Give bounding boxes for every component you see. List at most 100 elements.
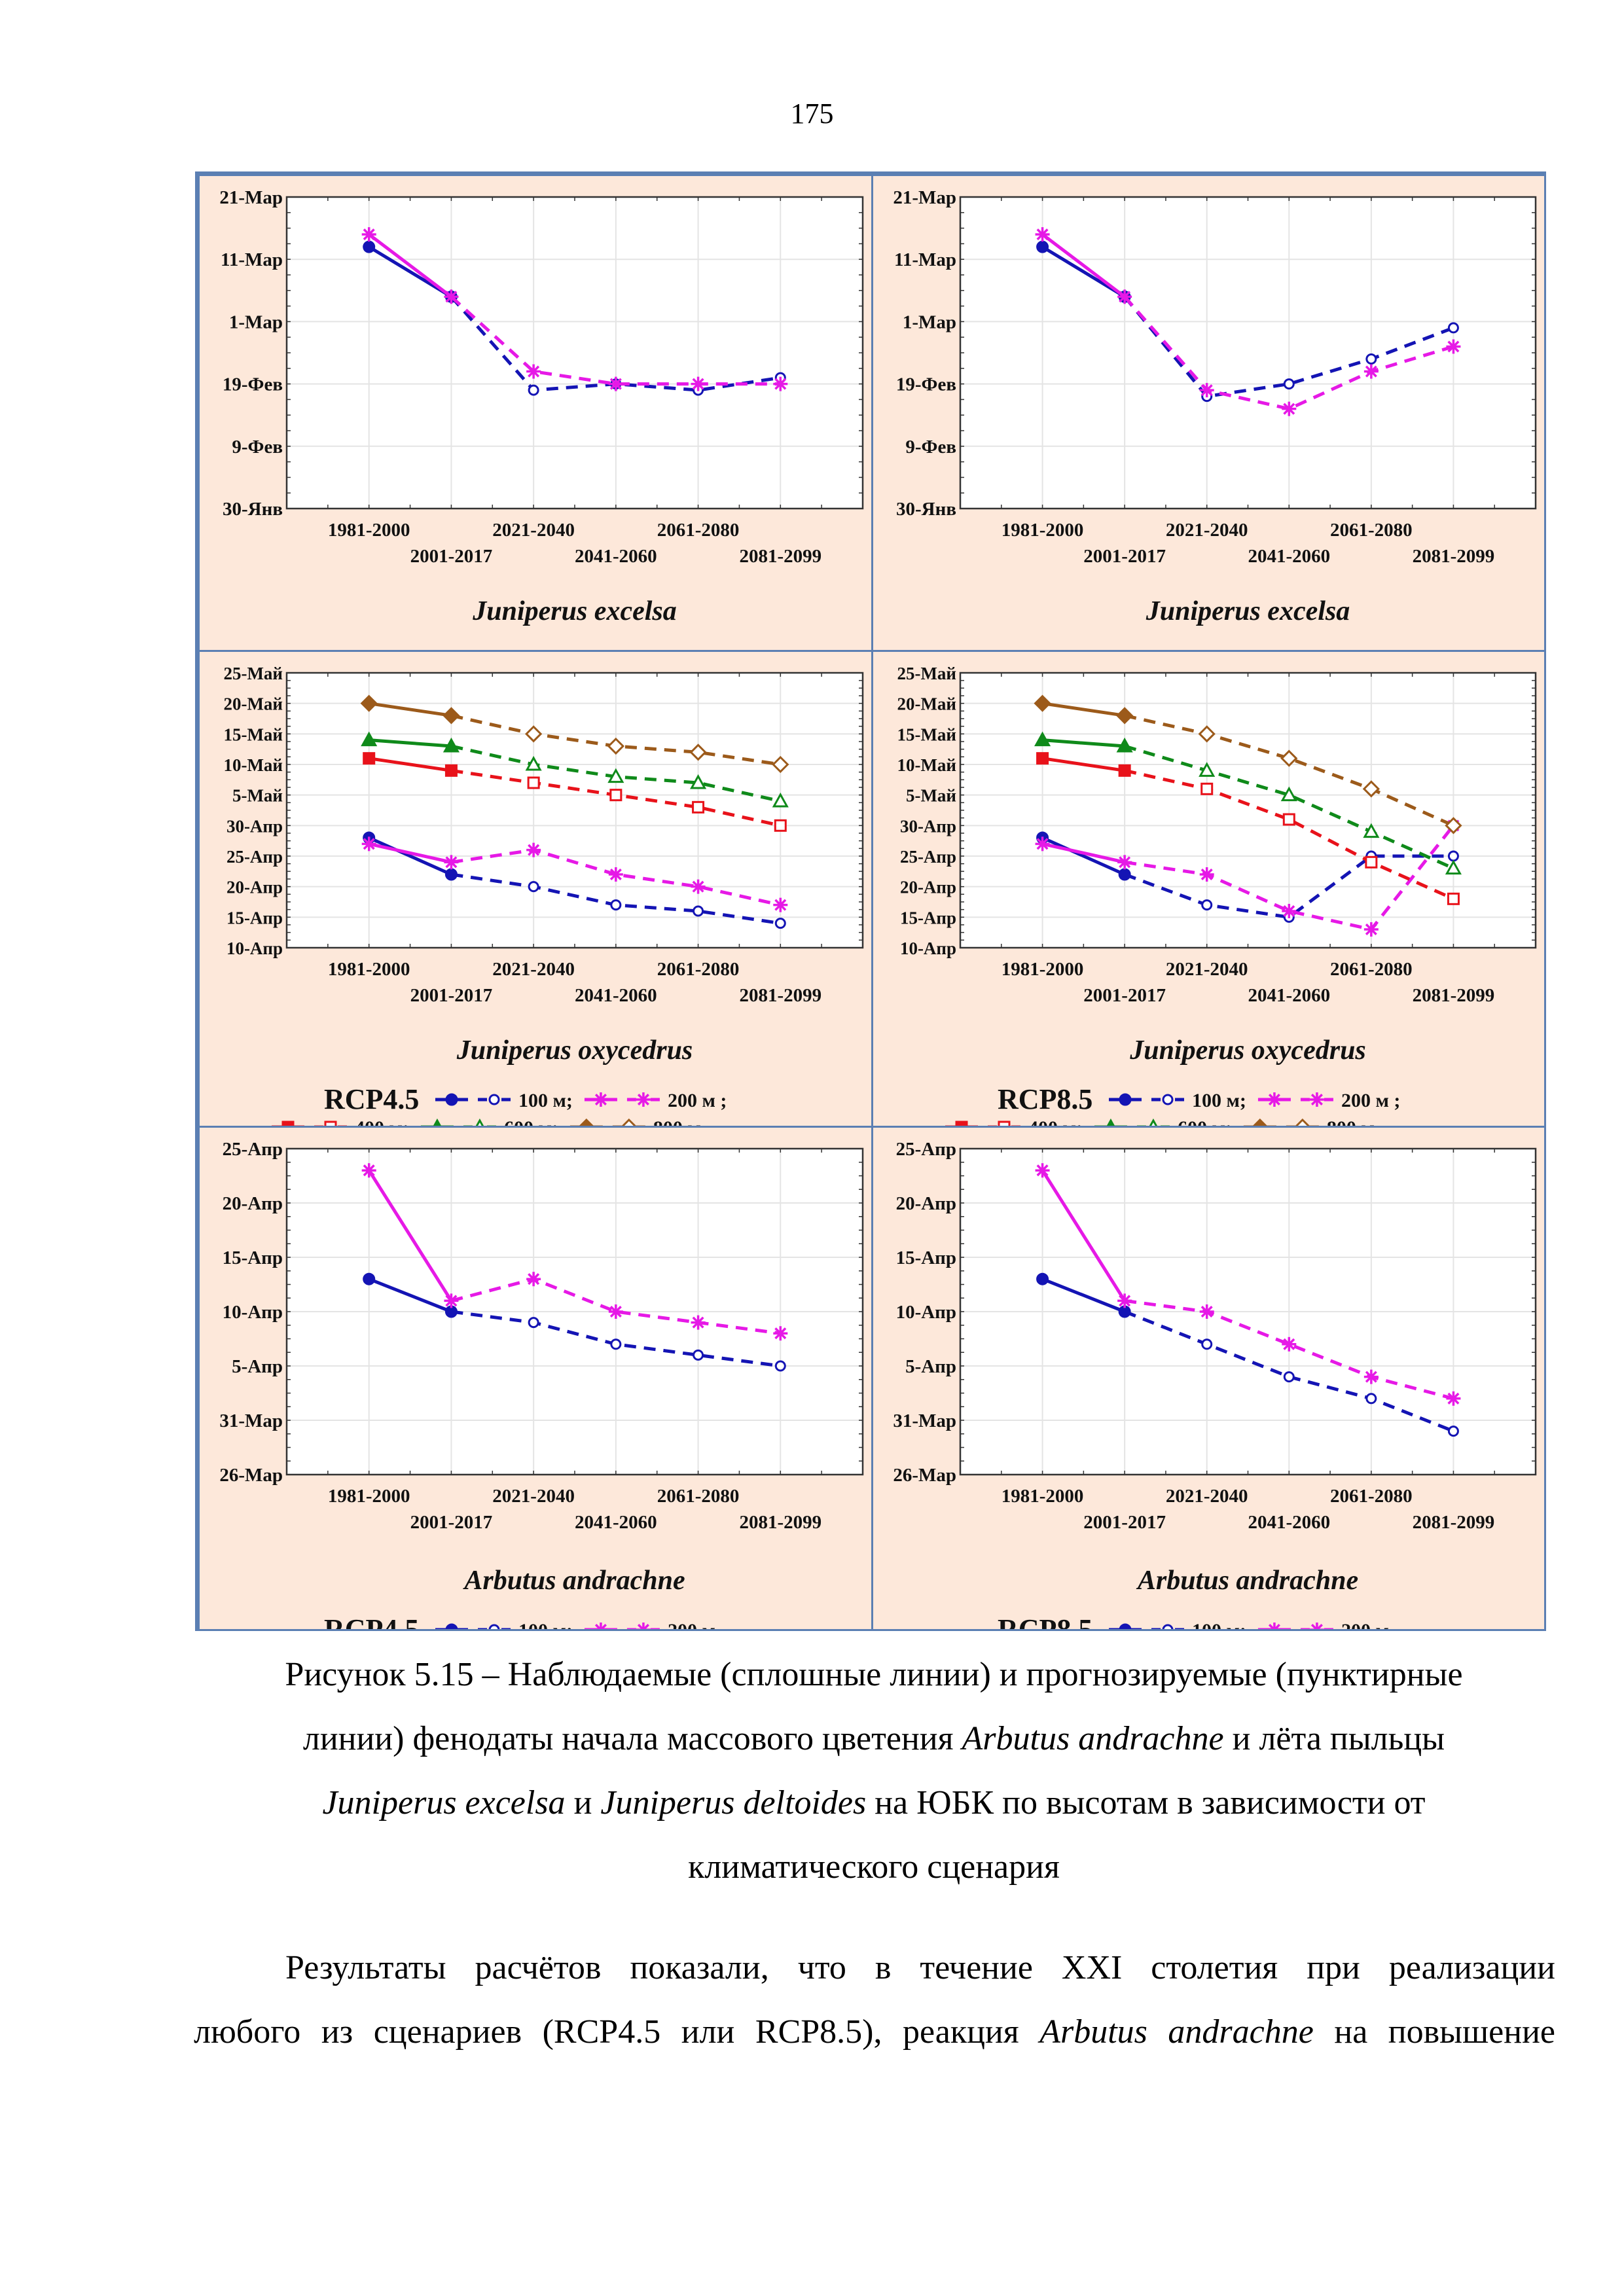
body-line-2a: любого из сценариев (RCP4.5 или RCP8.5),… — [194, 2013, 1040, 2051]
observed-line — [368, 836, 452, 876]
y-tick-label: 5-Апр — [905, 1356, 956, 1377]
data-point — [363, 752, 376, 765]
legend-marker-observed — [593, 1623, 608, 1629]
chart-arbutus-rcp85: 26-Мар 31-Мар 5-Апр 10-Апр 15-Апр 20-Апр 25-Ап… — [893, 1139, 1537, 1629]
y-tick-label: 9-Фев — [232, 437, 283, 457]
legend-marker-observed — [1267, 1623, 1282, 1629]
data-point — [691, 879, 706, 894]
caption-line-3b: на ЮБК по высотам в зависимости от — [866, 1784, 1426, 1821]
chart-title: Juniperus oxycedrus — [1129, 1035, 1366, 1066]
data-point — [610, 899, 622, 911]
page-number: 175 — [790, 98, 834, 130]
plot-area — [959, 196, 1537, 510]
chart-excelsa-rcp85: 30-Янв 9-Фев 19-Фев 1-Мар 11-Мар 21-Мар 1981-2… — [893, 187, 1537, 650]
y-tick-label: 25-Апр — [223, 1139, 283, 1160]
legend-marker-forecast — [621, 1118, 636, 1126]
data-point — [773, 897, 788, 912]
forecast-line — [450, 295, 781, 386]
data-point — [773, 1326, 788, 1341]
x-tick-label: 1981-2000 — [1001, 520, 1084, 541]
legend-marker-observed — [1106, 1118, 1115, 1126]
x-tick-label: 2061-2080 — [657, 1486, 740, 1507]
data-point — [1447, 850, 1459, 862]
data-point — [361, 731, 378, 747]
chart-title: Juniperus excelsa — [1146, 596, 1350, 626]
legend-scenario: RCP8.5 — [998, 644, 1092, 650]
panel-excelsa-rcp45: 30-Янв 9-Фев 19-Фев 1-Мар 11-Мар 21-Мар 1981-2… — [198, 174, 873, 652]
data-point — [442, 707, 460, 725]
observed-line — [368, 1277, 452, 1314]
legend-marker-forecast — [1309, 1092, 1324, 1107]
data-point — [363, 1272, 376, 1285]
data-point — [772, 755, 789, 774]
legend: RCP8.5 100 м; 200 м ; 400 м; 600 м; 800 м — [945, 1083, 1400, 1126]
data-point — [442, 737, 460, 753]
data-point — [690, 774, 707, 789]
observed-line — [1042, 842, 1125, 864]
observed-line — [369, 842, 452, 864]
plot-area — [285, 196, 864, 510]
data-point — [526, 1272, 541, 1287]
legend-marker-observed — [1252, 1118, 1267, 1126]
data-point — [691, 1315, 706, 1330]
x-tick-label: 1981-2000 — [1001, 1486, 1084, 1507]
x-tick-label: 1981-2000 — [328, 959, 410, 980]
x-tick-label: 2041-2060 — [1248, 1512, 1330, 1533]
chart-oxycedrus-rcp45: 10-Апр 15-Апр 20-Апр 25-Апр 30-Апр 5-Май 10-Ма… — [223, 664, 864, 1126]
series-m200 — [361, 1163, 788, 1341]
x-tick-label: 2021-2040 — [1166, 520, 1248, 541]
plot-area — [959, 672, 1537, 949]
data-point — [1280, 786, 1297, 802]
data-point — [692, 800, 705, 814]
data-point — [608, 376, 623, 391]
x-tick-label: 2041-2060 — [575, 985, 657, 1006]
y-tick-label: 25-Апр — [896, 1139, 956, 1160]
plot-area — [285, 1147, 864, 1476]
forecast-line — [1123, 295, 1454, 399]
x-tick-label: 2021-2040 — [492, 959, 575, 980]
panel-excelsa-rcp85: 30-Янв 9-Фев 19-Фев 1-Мар 11-Мар 21-Мар 1981-2… — [871, 174, 1546, 652]
chart-title: Juniperus excelsa — [472, 596, 677, 626]
y-tick-label: 10-Май — [223, 755, 283, 775]
legend-marker-observed — [1119, 1093, 1132, 1106]
data-point — [691, 376, 706, 391]
legend-marker-forecast — [636, 1092, 651, 1107]
data-point — [1445, 859, 1462, 875]
data-point — [689, 744, 707, 761]
data-point — [1282, 813, 1295, 826]
x-tick-label: 2041-2060 — [1248, 546, 1330, 567]
data-point — [1363, 364, 1379, 379]
data-point — [444, 1293, 459, 1308]
data-point — [1363, 823, 1380, 838]
caption-line-2a: линии) фенодаты начала массового цветени… — [302, 1720, 962, 1757]
observed-line — [1042, 702, 1125, 717]
x-tick-label: 2081-2099 — [739, 546, 821, 567]
legend-marker-forecast — [324, 1121, 337, 1126]
observed-line — [1041, 245, 1126, 298]
panel-arbutus-rcp85: 26-Мар 31-Мар 5-Апр 10-Апр 15-Апр 20-Апр 25-Ап… — [871, 1126, 1546, 1631]
data-point — [1365, 353, 1377, 365]
series-m600 — [361, 731, 789, 808]
y-tick-label: 10-Апр — [900, 939, 956, 958]
y-tick-label: 25-Апр — [226, 847, 283, 867]
data-point — [1035, 227, 1050, 242]
chart-excelsa-rcp45: 30-Янв 9-Фев 19-Фев 1-Мар 11-Мар 21-Мар 1981-2… — [219, 187, 864, 650]
observed-line — [1041, 836, 1126, 876]
data-point — [1201, 899, 1213, 911]
data-point — [1118, 1305, 1131, 1318]
data-point — [772, 792, 789, 808]
body-line-2b: на повышение — [1313, 2013, 1555, 2051]
legend-label: 100 м; — [518, 1620, 573, 1629]
data-point — [1447, 1426, 1459, 1437]
y-tick-label: 20-Апр — [900, 878, 956, 897]
y-tick-label: 10-Апр — [896, 1302, 956, 1323]
body-line-1: Результаты расчётов показали, что в тече… — [285, 1949, 1555, 1986]
legend-label: 200 м ; — [1341, 1090, 1400, 1111]
y-tick-label: 11-Мар — [221, 249, 283, 270]
legend-label: 600 м; — [504, 1117, 558, 1126]
legend-marker-observed — [955, 1121, 968, 1126]
data-point — [1199, 867, 1214, 882]
data-point — [1445, 817, 1462, 834]
legend-scenario: RCP8.5 — [998, 1083, 1092, 1115]
